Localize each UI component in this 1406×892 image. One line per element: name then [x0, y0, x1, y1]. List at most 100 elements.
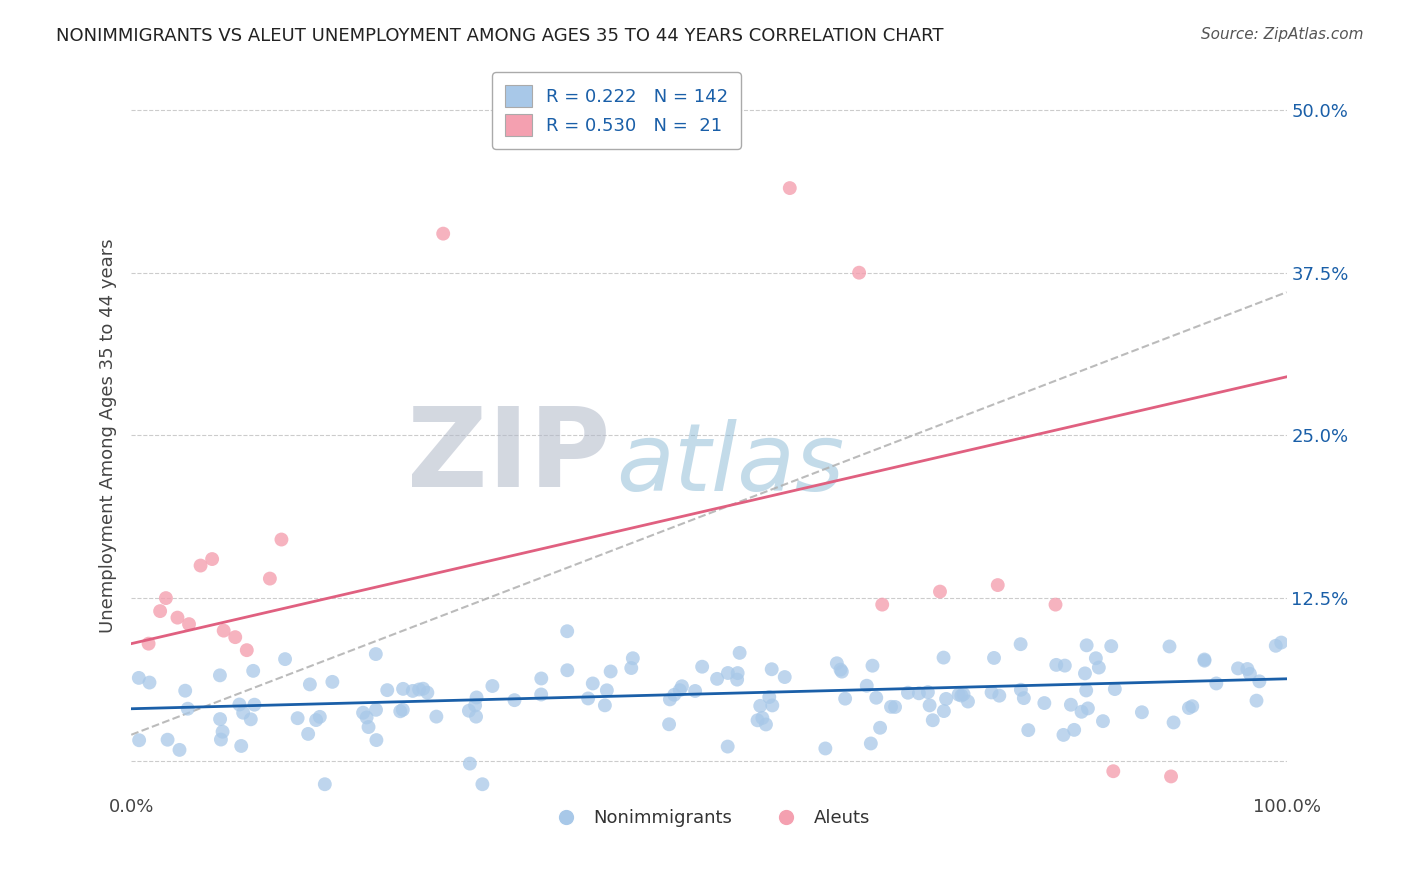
Point: [1084, 651, 1107, 665]
Point: [458, 756, 481, 771]
Point: [211, 724, 233, 739]
Point: [425, 709, 447, 723]
Point: [917, 685, 939, 699]
Point: [747, 714, 769, 728]
Point: [621, 651, 644, 665]
Point: [471, 777, 494, 791]
Text: atlas: atlas: [616, 418, 845, 509]
Point: [814, 741, 837, 756]
Point: [929, 584, 952, 599]
Point: [308, 710, 330, 724]
Point: [366, 733, 388, 747]
Point: [855, 679, 877, 693]
Point: [352, 706, 374, 720]
Point: [375, 683, 398, 698]
Point: [305, 713, 328, 727]
Point: [1160, 769, 1182, 783]
Point: [259, 572, 281, 586]
Point: [988, 689, 1011, 703]
Point: [432, 227, 454, 241]
Point: [392, 681, 415, 696]
Point: [751, 711, 773, 725]
Point: [209, 712, 232, 726]
Point: [243, 698, 266, 712]
Point: [236, 643, 259, 657]
Point: [555, 663, 578, 677]
Point: [402, 684, 425, 698]
Point: [138, 637, 160, 651]
Point: [481, 679, 503, 693]
Point: [314, 777, 336, 791]
Point: [948, 688, 970, 702]
Point: [177, 617, 200, 632]
Point: [870, 598, 893, 612]
Point: [1194, 654, 1216, 668]
Point: [1249, 674, 1271, 689]
Point: [458, 704, 481, 718]
Point: [830, 663, 852, 677]
Point: [465, 709, 488, 723]
Point: [242, 664, 264, 678]
Point: [1017, 723, 1039, 738]
Point: [1178, 701, 1201, 715]
Point: [859, 737, 882, 751]
Point: [128, 733, 150, 747]
Point: [1181, 699, 1204, 714]
Point: [758, 690, 780, 704]
Point: [1091, 714, 1114, 728]
Point: [1045, 657, 1067, 672]
Point: [950, 689, 973, 703]
Point: [671, 679, 693, 693]
Point: [1070, 705, 1092, 719]
Point: [530, 688, 553, 702]
Point: [717, 665, 740, 680]
Point: [208, 668, 231, 682]
Point: [773, 670, 796, 684]
Point: [921, 713, 943, 727]
Point: [391, 703, 413, 717]
Point: [287, 711, 309, 725]
Point: [1012, 691, 1035, 706]
Point: [668, 683, 690, 698]
Point: [412, 681, 434, 696]
Point: [1102, 764, 1125, 779]
Point: [128, 671, 150, 685]
Point: [935, 692, 957, 706]
Point: [408, 682, 430, 697]
Point: [297, 727, 319, 741]
Point: [918, 698, 941, 713]
Point: [956, 694, 979, 708]
Point: [690, 659, 713, 673]
Point: [1264, 639, 1286, 653]
Point: [138, 675, 160, 690]
Point: [228, 698, 250, 712]
Legend: Nonimmigrants, Aleuts: Nonimmigrants, Aleuts: [541, 802, 877, 834]
Point: [582, 676, 605, 690]
Point: [865, 690, 887, 705]
Point: [174, 683, 197, 698]
Point: [1033, 696, 1056, 710]
Point: [980, 685, 1002, 699]
Point: [1104, 682, 1126, 697]
Point: [908, 686, 931, 700]
Point: [834, 691, 856, 706]
Point: [212, 624, 235, 638]
Point: [364, 647, 387, 661]
Point: [1239, 666, 1261, 681]
Point: [1163, 715, 1185, 730]
Point: [356, 710, 378, 724]
Point: [364, 703, 387, 717]
Point: [201, 552, 224, 566]
Point: [1236, 662, 1258, 676]
Point: [156, 732, 179, 747]
Point: [1077, 701, 1099, 715]
Text: Source: ZipAtlas.com: Source: ZipAtlas.com: [1201, 27, 1364, 42]
Point: [717, 739, 740, 754]
Point: [599, 665, 621, 679]
Point: [749, 698, 772, 713]
Point: [862, 658, 884, 673]
Point: [987, 578, 1010, 592]
Point: [1053, 658, 1076, 673]
Point: [530, 672, 553, 686]
Point: [1076, 683, 1098, 698]
